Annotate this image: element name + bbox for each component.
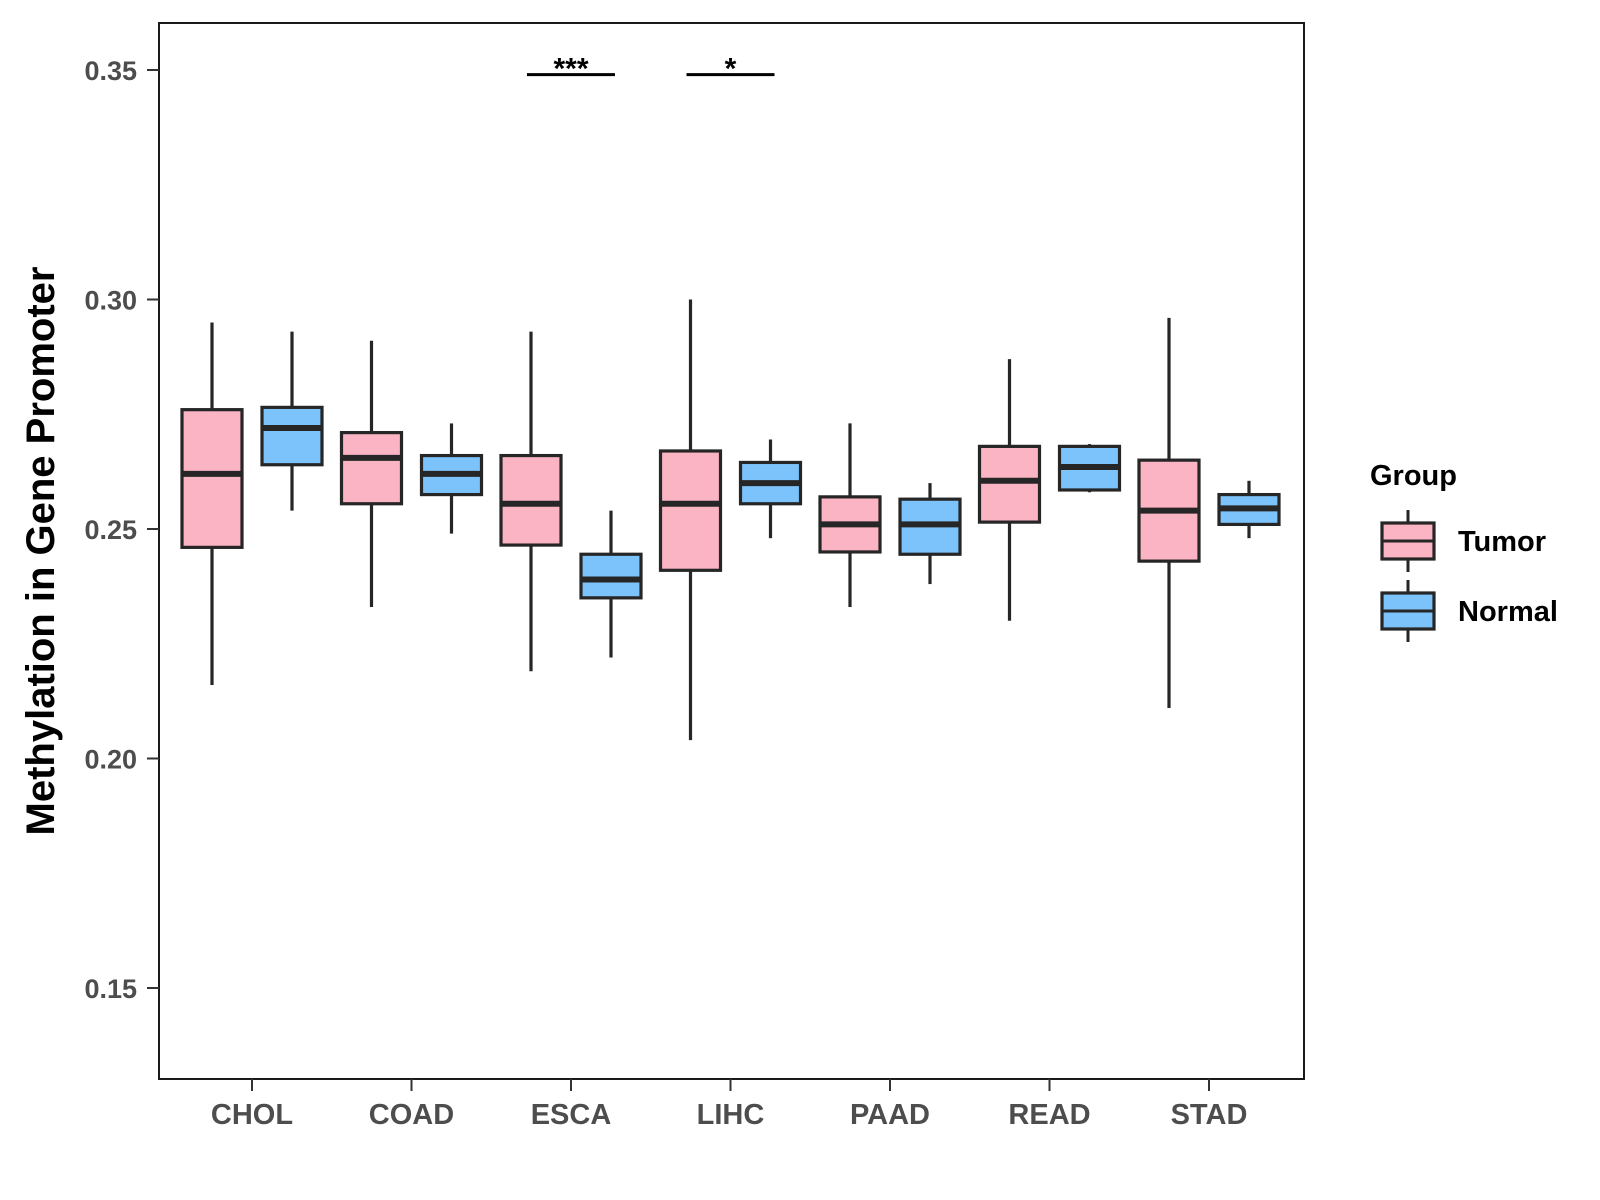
x-tick-label: STAD <box>1171 1099 1248 1131</box>
legend-item-normal: Normal <box>1380 580 1558 642</box>
plot-panel-border <box>158 22 1305 1080</box>
legend-item-tumor: Tumor <box>1380 510 1546 572</box>
x-tick-label: COAD <box>369 1099 454 1131</box>
legend: Group Tumor Normal <box>1370 460 1558 642</box>
y-axis: 0.15 0.20 0.25 0.30 0.35 <box>84 56 159 1004</box>
box-tumor-chol <box>180 322 244 686</box>
x-axis: CHOL COAD ESCA LIHC PAAD READ STAD <box>211 1079 1247 1131</box>
y-tick-label: 0.30 <box>84 286 137 316</box>
box-iqr <box>260 405 324 467</box>
y-tick-label: 0.20 <box>84 745 137 775</box>
legend-label: Normal <box>1458 596 1558 628</box>
box-normal-coad <box>419 423 484 534</box>
x-tick-label: LIHC <box>697 1099 765 1131</box>
legend-label: Tumor <box>1458 526 1546 558</box>
box-normal-stad <box>1217 480 1281 539</box>
box-iqr <box>977 444 1042 524</box>
box-tumor-esca <box>499 331 563 672</box>
box-iqr <box>499 453 563 547</box>
y-tick-label: 0.25 <box>84 515 137 545</box>
x-tick-label: PAAD <box>850 1099 930 1131</box>
box-tumor-lihc <box>658 299 723 741</box>
box-iqr <box>339 431 404 506</box>
box-normal-lihc <box>738 439 803 539</box>
box-normal-chol <box>260 331 324 511</box>
x-tick-label: ESCA <box>531 1099 612 1131</box>
box-normal-read <box>1057 444 1122 493</box>
box-tumor-read <box>977 359 1042 621</box>
box-normal-esca <box>579 510 643 658</box>
significance-label: *** <box>553 53 588 86</box>
x-tick-label: CHOL <box>211 1099 293 1131</box>
box-iqr <box>658 449 723 572</box>
significance-annotations: *** * <box>527 53 775 86</box>
box-tumor-stad <box>1137 317 1201 709</box>
box-iqr <box>180 408 244 549</box>
box-normal-paad <box>898 483 962 585</box>
box-series <box>180 299 1281 741</box>
y-axis-title: Methylation in Gene Promoter <box>19 267 63 836</box>
box-tumor-coad <box>339 340 404 608</box>
box-tumor-paad <box>818 423 882 608</box>
y-tick-label: 0.35 <box>84 56 137 86</box>
y-tick-label: 0.15 <box>84 974 137 1004</box>
legend-title: Group <box>1370 460 1457 492</box>
box-iqr <box>579 552 643 600</box>
significance-label: * <box>725 53 737 86</box>
x-tick-label: READ <box>1008 1099 1090 1131</box>
